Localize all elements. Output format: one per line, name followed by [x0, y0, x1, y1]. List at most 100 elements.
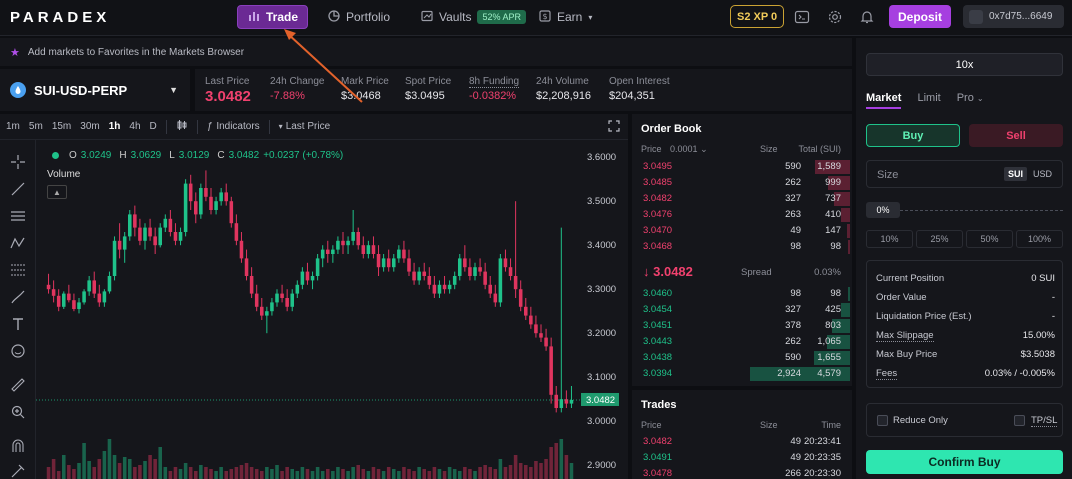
pct-50-button[interactable]: 50%: [966, 230, 1013, 248]
volume-bar: [508, 465, 513, 479]
nav-portfolio[interactable]: Portfolio: [318, 5, 400, 29]
ob-size: 98: [790, 288, 801, 299]
pct-100-button[interactable]: 100%: [1016, 230, 1063, 248]
size-slider[interactable]: 0%: [866, 201, 1063, 219]
info-max-slippage[interactable]: Max Slippage 15.00%: [876, 330, 1055, 344]
ask-row[interactable]: 3.0468 98 98: [632, 239, 852, 255]
ask-row[interactable]: 3.0495 590 1,589: [632, 159, 852, 175]
tpsl-checkbox[interactable]: [1014, 415, 1025, 426]
sell-side-button[interactable]: Sell: [969, 124, 1063, 147]
last-price-dropdown[interactable]: ▾ Last Price: [279, 121, 330, 132]
reduce-only-checkbox[interactable]: [877, 415, 888, 426]
nav-trade[interactable]: Trade: [237, 5, 308, 29]
confirm-buy-button[interactable]: Confirm Buy: [866, 450, 1063, 474]
y-tick-label: 3.2000: [587, 328, 616, 339]
pct-10-button[interactable]: 10%: [866, 230, 913, 248]
bid-row[interactable]: 3.0438 590 1,655: [632, 350, 852, 366]
horizontal-lines-icon[interactable]: [9, 207, 27, 225]
timeframe-4h[interactable]: 4h: [129, 121, 141, 132]
info-key: Max Slippage: [876, 330, 934, 342]
wallet-button[interactable]: 0x7d75...6649: [963, 5, 1064, 28]
candle-body: [183, 183, 188, 232]
volume-bar: [295, 471, 300, 479]
volume-bar: [117, 463, 122, 479]
pct-25-button[interactable]: 25%: [916, 230, 963, 248]
series-visibility-icon[interactable]: [52, 152, 59, 159]
volume-bar: [46, 467, 51, 479]
crosshair-icon[interactable]: [9, 153, 27, 171]
timeframe-1h[interactable]: 1h: [108, 121, 121, 132]
ohlc-open: 3.0249: [80, 150, 112, 161]
fullscreen-icon[interactable]: [608, 120, 620, 135]
leverage-button[interactable]: 10x: [866, 53, 1063, 76]
deposit-button[interactable]: Deposit: [889, 5, 951, 28]
volume-bar: [163, 467, 168, 479]
zoom-icon[interactable]: [9, 403, 27, 421]
trend-line-icon[interactable]: [9, 180, 27, 198]
unit-usd[interactable]: USD: [1032, 169, 1052, 179]
tab-limit[interactable]: Limit: [917, 92, 941, 104]
order-book-header: Price 0.0001 ⌄ Size Total (SUI): [641, 144, 843, 155]
candle-body: [468, 267, 472, 276]
terminal-icon[interactable]: [793, 8, 811, 26]
trades-title: Trades: [641, 399, 677, 411]
ask-row[interactable]: 3.0476 263 410: [632, 207, 852, 223]
ask-row[interactable]: 3.0482 327 737: [632, 191, 852, 207]
fib-icon[interactable]: [9, 261, 27, 279]
volume-bar: [209, 469, 213, 479]
ruler-icon[interactable]: [9, 376, 27, 394]
bid-row[interactable]: 3.0443 262 1,065: [632, 334, 852, 350]
nav-vaults[interactable]: Vaults 52% APR: [411, 5, 536, 29]
candle-body: [442, 284, 447, 290]
indicators-button[interactable]: ƒ Indicators: [207, 121, 260, 132]
timeframe-1m[interactable]: 1m: [6, 121, 20, 132]
tab-pro[interactable]: Pro ⌄: [957, 92, 984, 109]
candle-body: [122, 236, 127, 250]
lock-drawing-icon[interactable]: [9, 462, 27, 479]
candle-body: [61, 293, 66, 307]
gear-icon[interactable]: [826, 8, 844, 26]
timeframe-15m[interactable]: 15m: [51, 121, 72, 132]
ob-size: 590: [785, 161, 801, 172]
candle-type-icon[interactable]: [176, 119, 188, 134]
volume-bar: [67, 465, 71, 479]
info-liquidation-price: Liquidation Price (Est.) -: [876, 311, 1055, 325]
tab-market[interactable]: Market: [866, 92, 902, 109]
unit-sui[interactable]: SUI: [1003, 167, 1027, 181]
bid-row[interactable]: 3.0460 98 98: [632, 286, 852, 302]
chevron-up-icon[interactable]: ▲: [47, 185, 67, 199]
nav-earn[interactable]: $ Earn ▾: [529, 5, 602, 29]
pattern-icon[interactable]: [9, 234, 27, 252]
stat-8h-funding[interactable]: 8h Funding -0.0382%: [469, 76, 520, 102]
depth-bar: [750, 367, 850, 381]
text-icon[interactable]: [9, 315, 27, 333]
timeframe-30m[interactable]: 30m: [80, 121, 100, 132]
bid-row[interactable]: 3.0454 327 425: [632, 302, 852, 318]
trade-row: 3.0478 266 20:23:30: [632, 466, 852, 479]
emoji-icon[interactable]: [9, 342, 27, 360]
timeframe-d[interactable]: D: [149, 121, 157, 132]
size-input[interactable]: Size SUI USD: [866, 160, 1063, 188]
bell-icon[interactable]: [858, 8, 876, 26]
candle-body: [249, 276, 254, 294]
volume-label: Volume: [47, 169, 81, 180]
ask-row[interactable]: 3.0470 49 147: [632, 223, 852, 239]
xp-badge[interactable]: S2 XP 0: [730, 5, 785, 28]
brush-icon[interactable]: [9, 288, 27, 306]
slider-track[interactable]: [900, 210, 1063, 211]
magnet-icon[interactable]: [9, 437, 27, 455]
timeframe-5m[interactable]: 5m: [28, 121, 43, 132]
ask-row[interactable]: 3.0485 262 999: [632, 175, 852, 191]
bid-row[interactable]: 3.0394 2,924 4,579: [632, 366, 852, 382]
volume-bar: [265, 467, 269, 479]
price-chart[interactable]: 3.6000 3.5000 3.4000 3.3000 3.2000 3.1000 3.00…: [36, 140, 628, 479]
percent-buttons: 10% 25% 50% 100%: [866, 230, 1063, 248]
tick-size-select[interactable]: 0.0001 ⌄: [670, 144, 708, 154]
info-fees[interactable]: Fees 0.03% / -0.005%: [876, 368, 1055, 382]
logo[interactable]: PARADEX: [10, 9, 111, 26]
buy-side-button[interactable]: Buy: [866, 124, 960, 147]
ob-total: 999: [825, 177, 841, 188]
market-selector[interactable]: SUI-USD-PERP ▼: [0, 69, 190, 111]
bid-row[interactable]: 3.0451 378 803: [632, 318, 852, 334]
info-value: 0.03% / -0.005%: [984, 368, 1055, 379]
